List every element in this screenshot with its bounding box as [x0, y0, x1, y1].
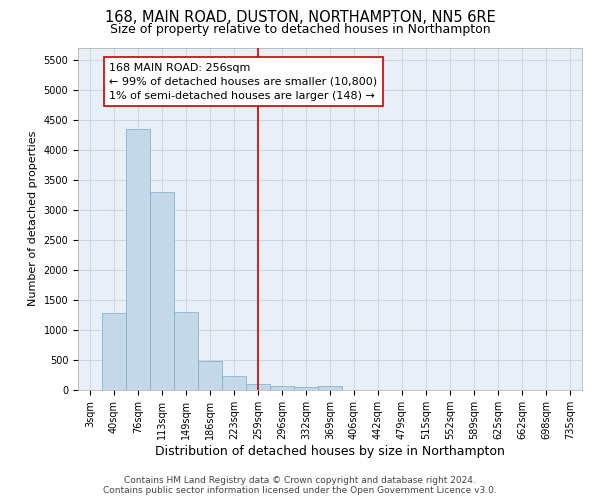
X-axis label: Distribution of detached houses by size in Northampton: Distribution of detached houses by size …	[155, 445, 505, 458]
Bar	[294, 387, 318, 390]
Bar	[174, 312, 198, 390]
Bar	[246, 384, 270, 390]
Text: Size of property relative to detached houses in Northampton: Size of property relative to detached ho…	[110, 22, 490, 36]
Bar	[150, 192, 174, 390]
Bar	[270, 386, 294, 390]
Text: 168 MAIN ROAD: 256sqm
← 99% of detached houses are smaller (10,800)
1% of semi-d: 168 MAIN ROAD: 256sqm ← 99% of detached …	[109, 62, 377, 100]
Bar	[198, 361, 222, 390]
Text: Contains HM Land Registry data © Crown copyright and database right 2024.
Contai: Contains HM Land Registry data © Crown c…	[103, 476, 497, 495]
Bar	[102, 313, 126, 390]
Y-axis label: Number of detached properties: Number of detached properties	[28, 131, 38, 306]
Text: 168, MAIN ROAD, DUSTON, NORTHAMPTON, NN5 6RE: 168, MAIN ROAD, DUSTON, NORTHAMPTON, NN5…	[104, 10, 496, 25]
Bar	[318, 386, 342, 390]
Bar	[126, 128, 150, 390]
Bar	[222, 376, 246, 390]
